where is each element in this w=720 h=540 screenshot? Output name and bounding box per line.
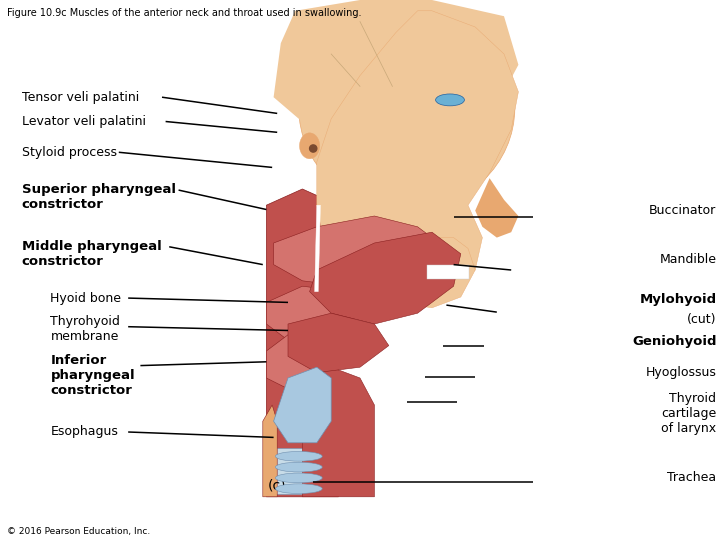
Polygon shape [274,367,331,443]
Text: Styloid process: Styloid process [22,146,117,159]
Text: © 2016 Pearson Education, Inc.: © 2016 Pearson Education, Inc. [7,526,150,536]
Text: Tensor veli palatini: Tensor veli palatini [22,91,139,104]
Ellipse shape [309,144,318,153]
Text: (cut): (cut) [687,313,716,326]
Text: Levator veli palatini: Levator veli palatini [22,115,145,128]
Polygon shape [315,205,320,292]
Ellipse shape [299,5,515,211]
Text: Mylohyoid: Mylohyoid [639,293,716,306]
Text: Hyoglossus: Hyoglossus [646,366,716,379]
Polygon shape [266,189,338,497]
Polygon shape [310,232,461,324]
Polygon shape [317,11,518,302]
Ellipse shape [436,94,464,106]
Polygon shape [263,405,277,497]
Text: Superior pharyngeal
constrictor: Superior pharyngeal constrictor [22,183,176,211]
Text: (c): (c) [268,478,287,492]
Polygon shape [266,335,331,389]
Text: Mandible: Mandible [660,253,716,266]
Polygon shape [274,216,446,286]
Polygon shape [288,313,389,373]
Polygon shape [302,367,374,497]
Text: Buccinator: Buccinator [649,204,716,217]
Ellipse shape [276,484,323,494]
Text: Geniohyoid: Geniohyoid [632,335,716,348]
Text: Esophagus: Esophagus [50,426,118,438]
Text: Thyroid
cartilage
of larynx: Thyroid cartilage of larynx [661,392,716,435]
Text: Trachea: Trachea [667,471,716,484]
Ellipse shape [276,473,323,483]
Text: Hyoid bone: Hyoid bone [50,292,122,305]
Polygon shape [475,178,518,238]
Polygon shape [266,286,360,340]
FancyBboxPatch shape [276,448,323,494]
Text: Inferior
pharyngeal
constrictor: Inferior pharyngeal constrictor [50,354,135,397]
Text: Figure 10.9c Muscles of the anterior neck and throat used in swallowing.: Figure 10.9c Muscles of the anterior nec… [7,8,361,18]
Ellipse shape [276,462,323,472]
Ellipse shape [300,133,320,159]
Polygon shape [374,238,475,308]
Ellipse shape [276,451,323,461]
FancyBboxPatch shape [427,265,469,279]
Text: Thyrohyoid
membrane: Thyrohyoid membrane [50,315,120,343]
Polygon shape [274,0,518,151]
Text: Middle pharyngeal
constrictor: Middle pharyngeal constrictor [22,240,161,268]
